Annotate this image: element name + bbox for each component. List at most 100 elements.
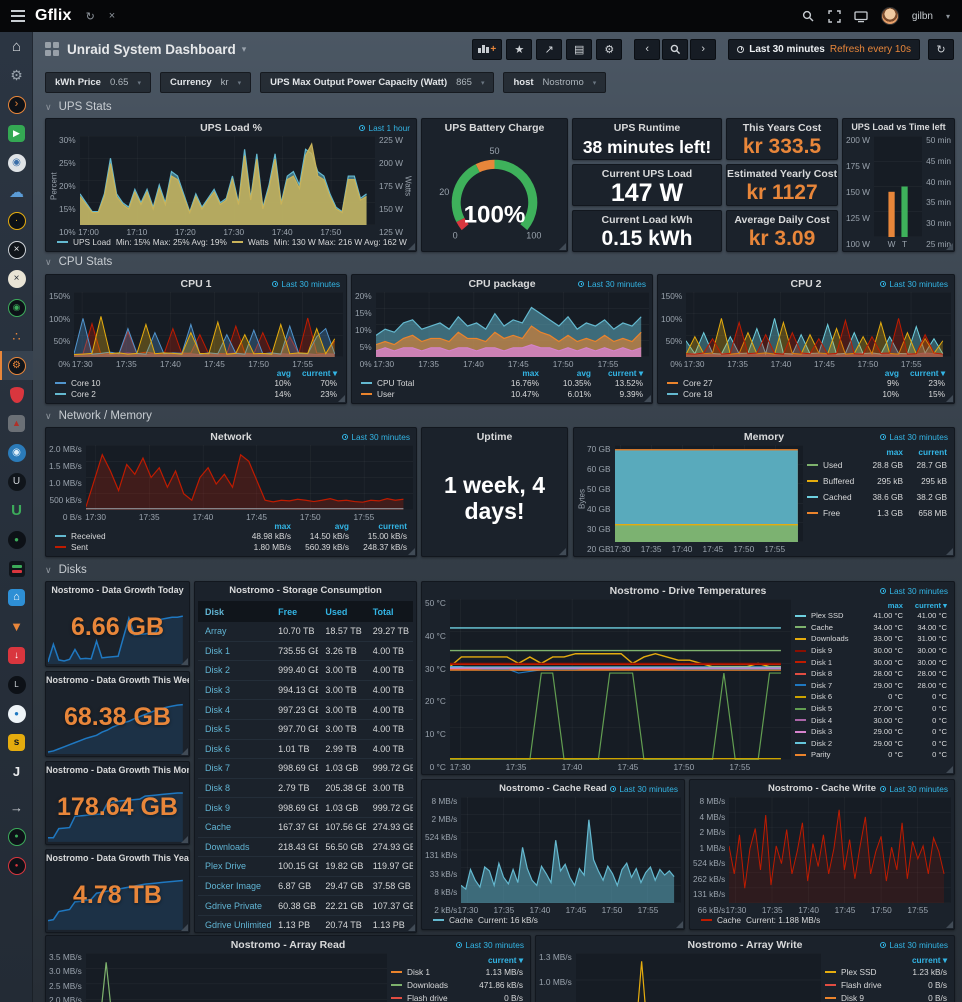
variable-kwh-price[interactable]: kWh Price 0.65 ▾	[45, 72, 151, 93]
legend-item[interactable]: Cache Current: 16 kB/s	[433, 915, 538, 925]
legend-series-label[interactable]: Flash drive	[841, 979, 882, 990]
resize-handle[interactable]	[181, 658, 188, 665]
app-gitlab-icon[interactable]: ▼	[0, 612, 33, 641]
section-network-memory[interactable]: ∨ Network / Memory	[45, 410, 152, 422]
disk-link[interactable]: Disk 1	[205, 645, 231, 656]
refresh-button[interactable]: ↻	[928, 38, 954, 60]
disk-link[interactable]: Disk 4	[205, 704, 231, 715]
panel-title[interactable]: UPS Load %	[200, 122, 262, 134]
legend-series-label[interactable]: Disk 5	[811, 704, 833, 714]
disk-link[interactable]: Plex Drive	[205, 861, 247, 872]
legend-series-label[interactable]: Downloads	[811, 634, 849, 644]
panel-title[interactable]: Nostromo - Cache Read	[499, 783, 607, 794]
star-button[interactable]: ★	[506, 38, 533, 60]
app-organizr-icon[interactable]: ×	[0, 264, 33, 293]
app-duplicati-icon[interactable]: ◉	[0, 293, 33, 322]
app-jackett-icon[interactable]: J	[0, 757, 33, 786]
resize-handle[interactable]	[408, 243, 415, 250]
variable-ups-max-output[interactable]: UPS Max Output Power Capacity (Watt) 865 ▾	[260, 72, 495, 93]
legend-series-label[interactable]: Disk 9	[811, 646, 833, 656]
settings-icon[interactable]: ⚙	[0, 61, 33, 90]
panel-title[interactable]: Network	[210, 431, 252, 443]
resize-handle[interactable]	[559, 548, 566, 555]
app-shield-icon[interactable]	[0, 380, 33, 409]
disk-link[interactable]: Disk 9	[205, 802, 231, 813]
legend-series-label[interactable]: Free	[823, 508, 841, 518]
legend-series-label[interactable]: Core 10	[71, 378, 101, 389]
legend-series-label[interactable]: Disk 6	[811, 692, 833, 702]
home-icon[interactable]: ⌂	[0, 32, 33, 61]
share-button[interactable]: ↗	[536, 38, 563, 60]
app-red-ring-icon[interactable]: ●	[0, 851, 33, 880]
fullscreen-icon[interactable]	[828, 9, 841, 23]
search-icon[interactable]	[802, 10, 815, 23]
app-handbrake-icon[interactable]: ▲	[0, 409, 33, 438]
panel-title[interactable]: Nostromo - Data Growth This Month	[46, 765, 189, 775]
legend-series-label[interactable]: Disk 2	[811, 738, 833, 748]
zoom-out-button[interactable]	[662, 38, 689, 60]
legend-series-label[interactable]: Plex SSD	[811, 611, 844, 621]
app-cloud-icon[interactable]: ☁	[0, 177, 33, 206]
refresh-small-icon[interactable]: ↻	[85, 10, 95, 23]
legend-series-label[interactable]: Disk 3	[811, 727, 833, 737]
resize-handle[interactable]	[408, 548, 415, 555]
legend-item[interactable]: Cache Current: 1.188 MB/s	[701, 915, 820, 925]
app-lazylibrarian-icon[interactable]: L	[0, 670, 33, 699]
legend-series-label[interactable]: Buffered	[823, 476, 855, 486]
app-unifi-icon[interactable]: U	[0, 496, 33, 525]
legend-series-label[interactable]: Sent	[71, 541, 89, 552]
panel-title[interactable]: UPS Load vs Time left	[851, 122, 946, 132]
legend-series-label[interactable]: Disk 9	[841, 992, 865, 1002]
app-sabnzbd-icon[interactable]: s	[0, 728, 33, 757]
disk-link[interactable]: Disk 8	[205, 783, 231, 794]
app-download-icon[interactable]: ↓	[0, 641, 33, 670]
disk-link[interactable]: Disk 3	[205, 685, 231, 696]
dashboard-caret-icon[interactable]: ▾	[241, 43, 247, 54]
app-search-app-icon[interactable]: ·	[0, 206, 33, 235]
section-cpu-stats[interactable]: ∨ CPU Stats	[45, 256, 113, 268]
resize-handle[interactable]	[946, 766, 953, 773]
legend-series-label[interactable]: Cache	[811, 622, 833, 632]
time-range-picker[interactable]: Last 30 minutes Refresh every 10s	[728, 38, 920, 60]
legend-series-label[interactable]: Used	[823, 460, 843, 470]
save-button[interactable]: ▤	[566, 38, 593, 60]
panel-title[interactable]: Nostromo - Cache Write	[767, 783, 877, 794]
close-small-icon[interactable]: ×	[108, 10, 116, 22]
app-eye-icon[interactable]: ◉	[0, 438, 33, 467]
app-stats-bars-icon[interactable]	[0, 554, 33, 583]
legend-series-label[interactable]: User	[377, 388, 395, 399]
panel-title[interactable]: UPS Battery Charge	[444, 122, 545, 134]
section-ups-stats[interactable]: ∨ UPS Stats	[45, 101, 112, 113]
legend-series-label[interactable]: Core 27	[683, 378, 713, 389]
app-emby-icon[interactable]: ▶	[0, 119, 33, 148]
resize-handle[interactable]	[181, 924, 188, 931]
panel-title[interactable]: Current Load kWh	[601, 214, 693, 226]
app-tautulli-icon[interactable]: ◉	[0, 148, 33, 177]
panel-title[interactable]: Nostromo - Data Growth This Year	[46, 853, 189, 863]
time-back-button[interactable]: ‹	[634, 38, 661, 60]
time-forward-button[interactable]: ›	[690, 38, 717, 60]
panel-title[interactable]: CPU package	[468, 278, 536, 290]
panel-title[interactable]: Average Daily Cost	[734, 214, 830, 226]
legend-series-label[interactable]: Parity	[811, 750, 831, 760]
legend-series-label[interactable]: Disk 7	[811, 680, 833, 690]
panel-title[interactable]: Memory	[743, 431, 785, 443]
legend-series-label[interactable]: Disk 1	[407, 966, 431, 977]
panel-title[interactable]: Nostromo - Array Read	[230, 939, 346, 951]
resize-handle[interactable]	[644, 395, 651, 402]
disk-link[interactable]: Disk 5	[205, 724, 231, 735]
variable-host[interactable]: host Nostromo ▾	[503, 72, 607, 93]
disk-link[interactable]: Disk 7	[205, 763, 231, 774]
legend-item[interactable]: Watts Min: 130 W Max: 216 W Avg: 162 W	[231, 237, 407, 247]
user-menu[interactable]: gilbn	[911, 10, 933, 22]
resize-handle[interactable]	[946, 548, 953, 555]
section-disks[interactable]: ∨ Disks	[45, 564, 87, 576]
panel-title[interactable]: CPU 1	[180, 278, 212, 290]
panel-title[interactable]: UPS Runtime	[613, 122, 681, 134]
variable-currency[interactable]: Currency kr ▾	[159, 72, 252, 93]
disk-link[interactable]: Docker Image	[205, 881, 262, 892]
resize-handle[interactable]	[181, 836, 188, 843]
legend-series-label[interactable]: Core 18	[683, 388, 713, 399]
legend-series-label[interactable]: Cached	[823, 492, 852, 502]
legend-series-label[interactable]: Plex SSD	[841, 966, 877, 977]
